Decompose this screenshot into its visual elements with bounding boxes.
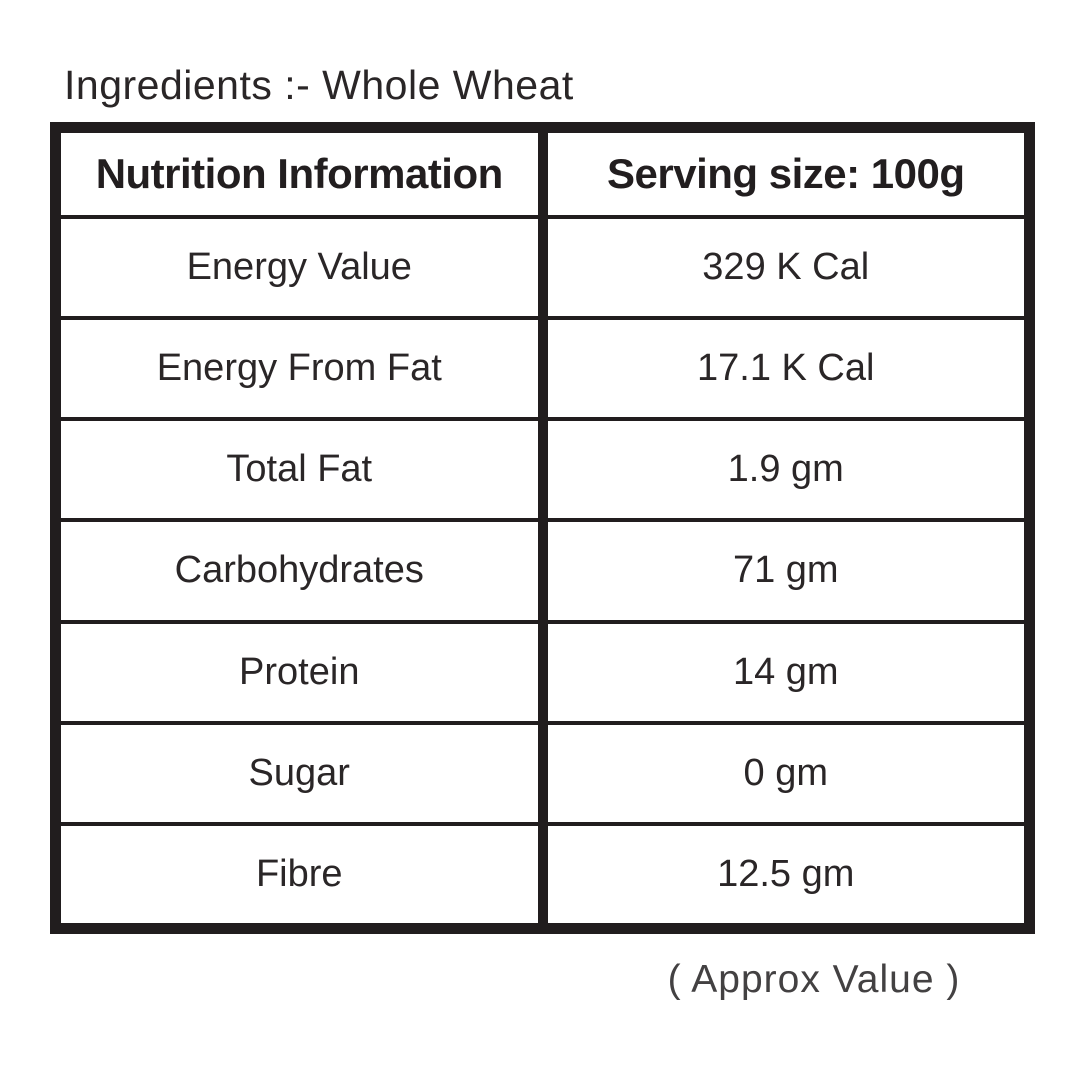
nutrient-label: Energy From Fat — [156, 347, 442, 390]
approx-value-note: ( Approx Value ) — [667, 958, 961, 1001]
nutrient-value: 14 gm — [732, 650, 839, 693]
nutrient-value: 71 gm — [732, 549, 839, 592]
nutrient-value: 17.1 K Cal — [697, 347, 875, 390]
header-cell-serving-size: Serving size: 100g — [607, 150, 965, 197]
nutrient-value: 12.5 gm — [717, 852, 855, 895]
nutrient-label: Carbohydrates — [174, 549, 424, 592]
nutrient-label: Total Fat — [226, 448, 373, 491]
column-divider — [537, 522, 548, 620]
column-divider — [537, 219, 548, 317]
column-divider — [537, 320, 548, 418]
nutrient-label: Protein — [239, 650, 360, 693]
nutrient-label: Fibre — [255, 852, 343, 895]
nutrient-value: 1.9 gm — [727, 448, 844, 491]
nutrient-label: Sugar — [248, 751, 350, 794]
column-divider — [537, 623, 548, 721]
ingredients-title: Ingredients :- Whole Wheat — [64, 62, 574, 108]
table-header-row: Nutrition Information Serving size: 100g — [61, 133, 1024, 219]
nutrient-value: 0 gm — [743, 751, 828, 794]
table-row: Total Fat 1.9 gm — [61, 421, 1024, 523]
header-cell-nutrition-information: Nutrition Information — [95, 150, 504, 197]
table-row: Energy From Fat 17.1 K Cal — [61, 320, 1024, 422]
column-divider — [537, 825, 548, 923]
table-row: Fibre 12.5 gm — [61, 825, 1024, 923]
nutrient-label: Energy Value — [186, 246, 412, 289]
table-row: Protein 14 gm — [61, 623, 1024, 725]
nutrition-table: Nutrition Information Serving size: 100g… — [50, 122, 1035, 934]
table-row: Sugar 0 gm — [61, 724, 1024, 826]
column-divider — [537, 724, 548, 822]
column-divider — [537, 133, 548, 215]
column-divider — [537, 421, 548, 519]
table-row: Carbohydrates 71 gm — [61, 522, 1024, 624]
nutrient-value: 329 K Cal — [702, 246, 870, 289]
table-row: Energy Value 329 K Cal — [61, 219, 1024, 321]
